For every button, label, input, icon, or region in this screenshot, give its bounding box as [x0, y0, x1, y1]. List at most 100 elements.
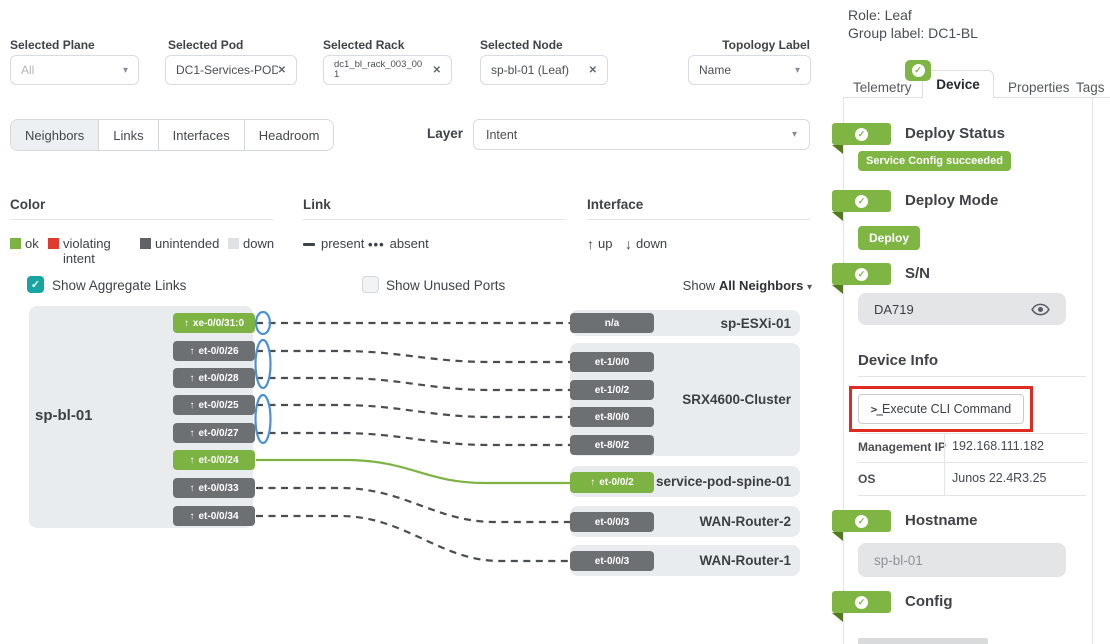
- chevron-down-icon: ▾: [791, 129, 797, 140]
- tab-telemetry[interactable]: Telemetry: [853, 80, 912, 95]
- tab-properties[interactable]: Properties: [1008, 80, 1070, 95]
- hostname-field[interactable]: sp-bl-01: [858, 543, 1066, 577]
- legend-interface-title: Interface: [587, 197, 644, 212]
- legend-ok: ok: [10, 236, 39, 251]
- chevron-down-icon: ▾: [806, 282, 812, 293]
- up-arrow-icon: ↑: [189, 454, 195, 466]
- show-neighbors-dropdown[interactable]: Show All Neighbors ▾: [682, 278, 812, 293]
- show-aggregate-links-checkbox[interactable]: ✓: [27, 276, 44, 293]
- management-ip-value: 192.168.111.182: [952, 439, 1044, 453]
- check-icon: ✓: [855, 127, 868, 141]
- divider: [587, 219, 810, 220]
- port-chip-et-0-0-28[interactable]: ↑ et-0/0/28: [173, 368, 255, 388]
- plane-select[interactable]: All ▾: [10, 55, 139, 85]
- pod-select[interactable]: DC1-Services-POD ✕: [165, 55, 297, 85]
- link-absent-3: [256, 376, 570, 392]
- show-unused-ports-label: Show Unused Ports: [386, 278, 506, 293]
- solid-line-icon: [303, 243, 315, 246]
- port-chip-xe-0-0-31-0[interactable]: ↑ xe-0/0/31:0: [173, 313, 255, 333]
- hostname-title: Hostname: [905, 512, 978, 529]
- show-unused-ports-checkbox[interactable]: [362, 276, 379, 293]
- layer-select[interactable]: Intent ▾: [473, 119, 810, 150]
- neighbor-port-chip-et-0-0-2[interactable]: ↑ et-0/0/2: [570, 472, 654, 493]
- tab-links[interactable]: Links: [99, 120, 159, 150]
- rack-filter-label: Selected Rack: [323, 38, 405, 52]
- up-arrow-icon: ↑: [189, 372, 195, 384]
- group-label-text: Group label: DC1-BL: [848, 25, 978, 41]
- neighbor-box-wan-router-1[interactable]: WAN-Router-1: [570, 545, 800, 576]
- tab-device[interactable]: Device: [922, 70, 994, 98]
- port-chip-et-0-0-33[interactable]: ↑ et-0/0/33: [173, 478, 255, 498]
- up-arrow-icon: ↑: [189, 510, 195, 522]
- execute-cli-command-button[interactable]: >_ Execute CLI Command: [858, 394, 1024, 424]
- neighbor-port-chip-et-0-0-3-wan1[interactable]: et-0/0/3: [570, 551, 654, 571]
- deploy-mode-title: Deploy Mode: [905, 192, 999, 209]
- link-absent-6: [256, 486, 570, 524]
- clear-pod-icon[interactable]: ✕: [277, 64, 286, 76]
- divider: [858, 433, 1086, 434]
- tab-headroom[interactable]: Headroom: [244, 120, 334, 150]
- check-icon: ✓: [911, 64, 925, 77]
- up-arrow-icon: ↑: [590, 477, 596, 488]
- chevron-down-icon: ▾: [794, 64, 800, 76]
- legend-color-title: Color: [10, 197, 46, 212]
- divider: [858, 462, 1086, 463]
- check-icon: ✓: [855, 267, 868, 281]
- port-chip-et-0-0-25[interactable]: ↑ et-0/0/25: [173, 395, 255, 415]
- deploy-status-check-ribbon: ✓: [832, 123, 891, 145]
- layer-label: Layer: [427, 126, 464, 141]
- legend-down: down: [228, 236, 274, 251]
- neighbor-port-chip-et-1-0-2[interactable]: et-1/0/2: [570, 380, 654, 400]
- clear-node-icon[interactable]: ✕: [588, 64, 597, 76]
- serial-number-field[interactable]: DA719: [858, 293, 1066, 325]
- up-arrow-icon: ↑: [189, 427, 195, 439]
- neighbor-port-chip-et-8-0-0[interactable]: et-8/0/0: [570, 407, 654, 427]
- up-arrow-icon: ↑: [189, 345, 195, 357]
- deploy-status-title: Deploy Status: [905, 125, 1006, 142]
- port-chip-et-0-0-34[interactable]: ↑ et-0/0/34: [173, 506, 255, 526]
- clear-rack-icon[interactable]: ✕: [432, 64, 441, 76]
- unintended-swatch: [140, 238, 151, 249]
- check-icon: ✓: [855, 514, 868, 528]
- config-check-ribbon: ✓: [832, 591, 891, 613]
- view-tab-group: Neighbors Links Interfaces Headroom: [10, 119, 335, 151]
- divider: [858, 495, 1086, 496]
- port-chip-et-0-0-24[interactable]: ↑ et-0/0/24: [173, 450, 255, 470]
- dotted-line-icon: •••: [368, 237, 385, 252]
- ribbon-fold: [832, 285, 843, 294]
- ribbon-fold: [832, 613, 843, 622]
- selected-node-name: sp-bl-01: [35, 407, 93, 424]
- os-value: Junos 22.4R3.25: [952, 471, 1047, 485]
- link-ok-et-0-0-24: [256, 458, 570, 485]
- node-role-summary: Role: Leaf Group label: DC1-BL: [848, 6, 978, 42]
- show-aggregate-links-label: Show Aggregate Links: [52, 278, 187, 293]
- node-select[interactable]: sp-bl-01 (Leaf) ✕: [480, 55, 608, 85]
- legend-present: present: [303, 236, 364, 251]
- neighbor-port-chip-et-8-0-2[interactable]: et-8/0/2: [570, 435, 654, 455]
- deploy-mode-check-ribbon: ✓: [832, 190, 891, 212]
- neighbor-port-chip-et-0-0-3-wan2[interactable]: et-0/0/3: [570, 512, 654, 532]
- deploy-status-badge: Service Config succeeded: [858, 151, 1011, 171]
- config-title: Config: [905, 593, 953, 610]
- rack-select[interactable]: dc1_bl_rack_003_001 ✕: [323, 55, 452, 85]
- tab-tags[interactable]: Tags: [1076, 80, 1105, 95]
- tab-interfaces[interactable]: Interfaces: [158, 120, 245, 150]
- legend-down-if: ↓ down: [625, 236, 668, 252]
- tab-neighbors[interactable]: Neighbors: [11, 120, 100, 150]
- port-chip-et-0-0-26[interactable]: ↑ et-0/0/26: [173, 341, 255, 361]
- legend-violating-intent: violating intent: [48, 236, 119, 266]
- divider: [303, 219, 566, 220]
- eye-icon[interactable]: [1031, 303, 1050, 316]
- chevron-down-icon: ▾: [122, 64, 128, 76]
- port-chip-et-0-0-27[interactable]: ↑ et-0/0/27: [173, 423, 255, 443]
- role-text: Role: Leaf: [848, 7, 912, 23]
- neighbor-port-chip-et-1-0-0[interactable]: et-1/0/0: [570, 352, 654, 372]
- sn-title: S/N: [905, 265, 931, 282]
- neighbor-port-chip-na[interactable]: n/a: [570, 313, 654, 333]
- topology-label-select[interactable]: Name ▾: [688, 55, 811, 85]
- pod-filter-label: Selected Pod: [168, 38, 244, 52]
- device-status-check-badge: ✓: [905, 60, 931, 81]
- legend-link-title: Link: [303, 197, 331, 212]
- aggregate-ring-2: [254, 338, 272, 390]
